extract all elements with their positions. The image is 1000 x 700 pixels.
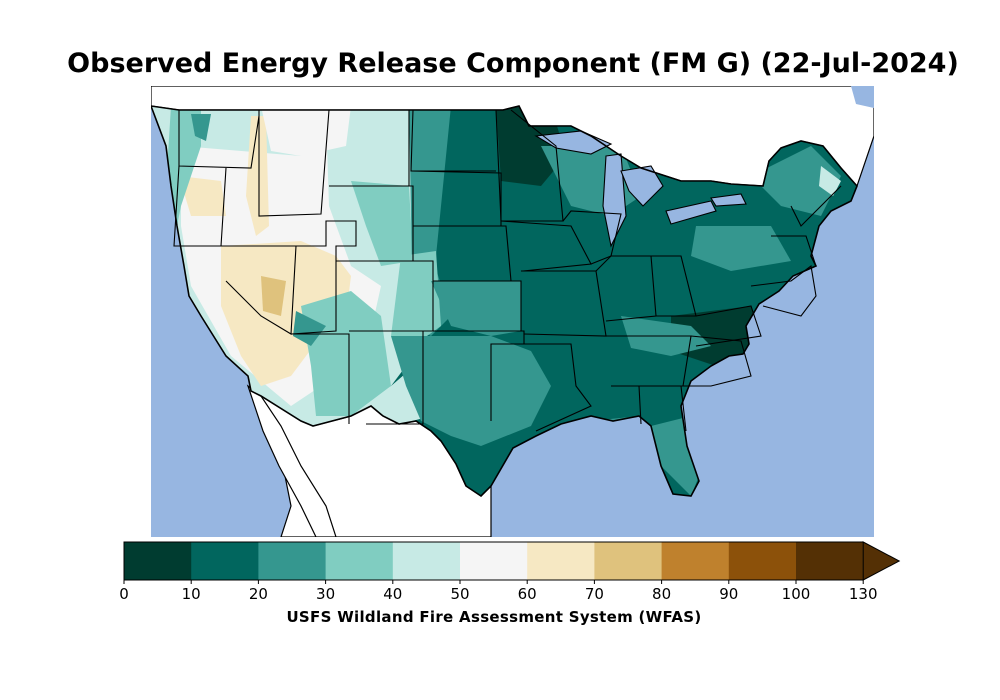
colorbar-tick-label: 50 bbox=[450, 585, 469, 600]
colorbar-tick-label: 70 bbox=[585, 585, 604, 600]
colorbar-tick-label: 80 bbox=[652, 585, 671, 600]
colorbar-tick-label: 100 bbox=[782, 585, 811, 600]
colorbar-segment bbox=[191, 542, 259, 580]
colorbar-tick-label: 130 bbox=[849, 585, 878, 600]
colorbar-outline bbox=[123, 541, 864, 581]
colorbar-tick-label: 90 bbox=[719, 585, 738, 600]
colorbar-tick-label: 40 bbox=[383, 585, 402, 600]
colorbar-segment bbox=[527, 542, 595, 580]
colorbar-label: USFS Wildland Fire Assessment System (WF… bbox=[286, 608, 702, 626]
colorbar-segment bbox=[728, 542, 797, 580]
colorbar-segment bbox=[796, 542, 864, 580]
colorbar-segment bbox=[392, 542, 461, 580]
great-lakes bbox=[534, 130, 747, 248]
colorbar-tick-label: 0 bbox=[119, 585, 129, 600]
colorbar-segment bbox=[661, 542, 730, 580]
hudson-bay-water bbox=[851, 86, 874, 108]
colorbar-segment bbox=[594, 542, 663, 580]
colorbar-tick-label: 30 bbox=[316, 585, 335, 600]
baja-california bbox=[246, 384, 337, 537]
us-coastline bbox=[151, 105, 858, 498]
colorbar-segment bbox=[124, 542, 192, 580]
colorbar-tick-label: 10 bbox=[182, 585, 201, 600]
colorbar-tick-label: 20 bbox=[249, 585, 268, 600]
colorbar-segment bbox=[325, 542, 394, 580]
colorbar-segment bbox=[460, 542, 528, 580]
colorbar-extend-arrow bbox=[862, 541, 901, 581]
colorbar-segment bbox=[258, 542, 327, 580]
erc-map bbox=[151, 86, 874, 537]
colorbar: 0 10 20 30 40 50 60 70 80 90 100 130 bbox=[119, 541, 901, 600]
map-title: Observed Energy Release Component (FM G)… bbox=[67, 48, 959, 79]
colorbar-tick-label: 60 bbox=[518, 585, 537, 600]
